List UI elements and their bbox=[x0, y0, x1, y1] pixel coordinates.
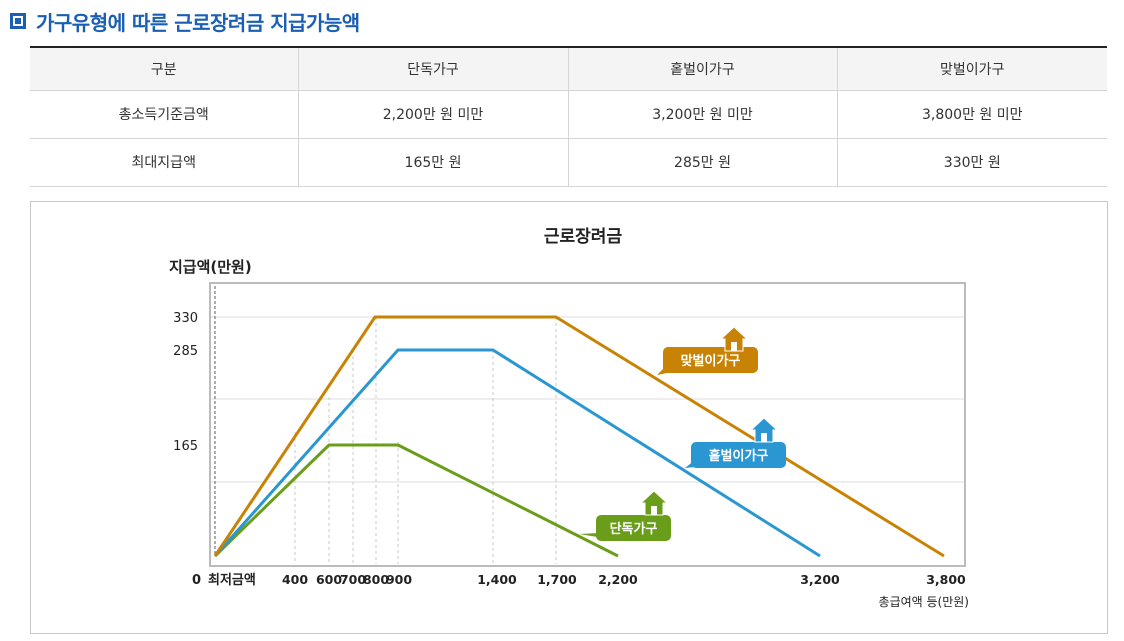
page-title: 가구유형에 따른 근로장려금 지급가능액 bbox=[36, 10, 360, 35]
table-row: 최대지급액 165만 원 285만 원 330만 원 bbox=[30, 138, 1107, 187]
label-badge bbox=[596, 515, 671, 541]
x-tick-label: 1,400 bbox=[477, 572, 517, 587]
series-label: 단독가구 bbox=[579, 490, 671, 541]
x-tick-label: 2,200 bbox=[598, 572, 638, 587]
table-cell: 2,200만 원 미만 bbox=[297, 90, 568, 139]
chart-title: 근로장려금 bbox=[544, 227, 623, 247]
series-line bbox=[213, 443, 619, 558]
table-header-row: 구분 단독가구 홑벌이가구 맞벌이가구 bbox=[30, 46, 1107, 91]
header-cell-one-earner: 홑벌이가구 bbox=[567, 46, 837, 91]
table-cell: 총소득기준금액 bbox=[30, 90, 298, 139]
plot-area bbox=[209, 282, 966, 567]
table-cell: 3,800만 원 미만 bbox=[836, 90, 1107, 139]
chart-container: 근로장려금 지급액(만원) 165 285 330 400 600 700 800 900 1… bbox=[30, 201, 1108, 634]
header-cell-category: 구분 bbox=[30, 46, 298, 91]
x-tick-label: 3,800 bbox=[926, 572, 966, 587]
label-pointer bbox=[685, 460, 705, 468]
house-icon bbox=[749, 417, 779, 443]
guide-lines bbox=[214, 286, 557, 564]
table-cell: 165만 원 bbox=[297, 138, 568, 187]
label-pointer bbox=[579, 533, 610, 539]
series-label-text: 단독가구 bbox=[610, 521, 658, 537]
series-label-text: 홑벌이가구 bbox=[709, 448, 769, 464]
series-line bbox=[213, 315, 945, 558]
house-icon-door bbox=[761, 433, 767, 442]
series-label-text: 맞벌이가구 bbox=[681, 353, 741, 369]
series-line bbox=[213, 348, 821, 558]
y-tick-label: 165 bbox=[173, 439, 198, 454]
y-tick-label: 285 bbox=[173, 344, 198, 359]
x-tick-label: 800 bbox=[363, 572, 389, 587]
series-lines bbox=[213, 315, 945, 558]
x-tick-label: 600 bbox=[316, 572, 342, 587]
origin-label: 0 bbox=[192, 573, 201, 588]
page-header: 가구유형에 따른 근로장려금 지급가능액 bbox=[10, 6, 360, 36]
y-tick-label: 330 bbox=[173, 311, 198, 326]
table-cell: 3,200만 원 미만 bbox=[567, 90, 837, 139]
grid-lines bbox=[211, 316, 964, 483]
header-cell-dual: 맞벌이가구 bbox=[836, 46, 1107, 91]
x-tick-label: 400 bbox=[282, 572, 308, 587]
series-label: 홑벌이가구 bbox=[685, 417, 786, 468]
x-tick-label: 900 bbox=[386, 572, 412, 587]
label-badge bbox=[691, 442, 786, 468]
info-table: 구분 단독가구 홑벌이가구 맞벌이가구 총소득기준금액 2,200만 원 미만 … bbox=[30, 46, 1107, 187]
series-label: 맞벌이가구 bbox=[657, 326, 758, 375]
label-badge bbox=[663, 347, 758, 373]
house-icon bbox=[719, 326, 749, 352]
house-icon-door bbox=[651, 506, 657, 515]
x-tick-label: 700 bbox=[340, 572, 366, 587]
table-cell: 최대지급액 bbox=[30, 138, 298, 187]
house-icon-body bbox=[749, 417, 779, 443]
x-tick-label: 3,200 bbox=[800, 572, 840, 587]
table-cell: 330만 원 bbox=[836, 138, 1107, 187]
y-tick-labels: 165 285 330 bbox=[173, 311, 198, 454]
house-icon-door bbox=[731, 342, 737, 351]
house-icon bbox=[639, 490, 669, 516]
table-cell: 285만 원 bbox=[567, 138, 837, 187]
house-icon-body bbox=[719, 326, 749, 352]
x-min-label: 최저금액 bbox=[208, 573, 256, 588]
y-axis-label: 지급액(만원) bbox=[169, 258, 252, 276]
label-pointer bbox=[657, 365, 677, 375]
x-axis-label: 총급여액 등(만원) bbox=[879, 595, 969, 609]
x-tick-label: 1,700 bbox=[537, 572, 577, 587]
house-icon-body bbox=[639, 490, 669, 516]
square-bullet-icon bbox=[10, 13, 26, 29]
table-row: 총소득기준금액 2,200만 원 미만 3,200만 원 미만 3,800만 원… bbox=[30, 90, 1107, 139]
header-cell-single: 단독가구 bbox=[297, 46, 568, 91]
